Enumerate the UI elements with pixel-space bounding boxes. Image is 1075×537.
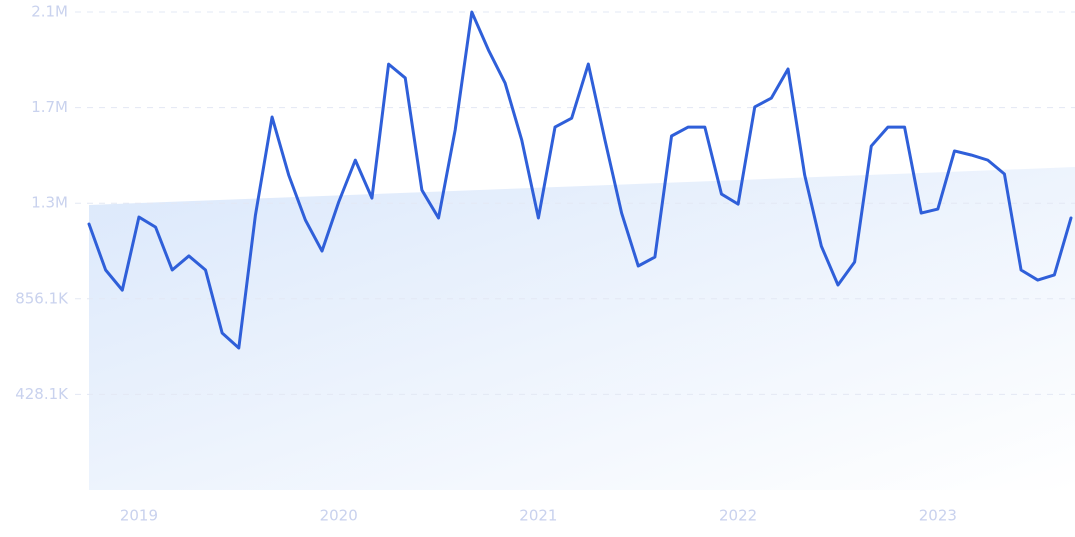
line-series [87,10,1073,350]
y-tick-label: 856.1K [15,289,69,307]
x-tick-label: 2020 [320,507,358,525]
x-tick-label: 2023 [919,507,957,525]
x-tick-label: 2021 [519,507,557,525]
y-tick-label: 1.3M [31,194,68,212]
x-tick-label: 2022 [719,507,757,525]
y-tick-label: 1.7M [31,98,68,116]
trend-area [89,167,1075,490]
y-tick-label: 2.1M [31,3,68,21]
x-tick-label: 2019 [120,507,158,525]
y-tick-label: 428.1K [15,385,69,403]
